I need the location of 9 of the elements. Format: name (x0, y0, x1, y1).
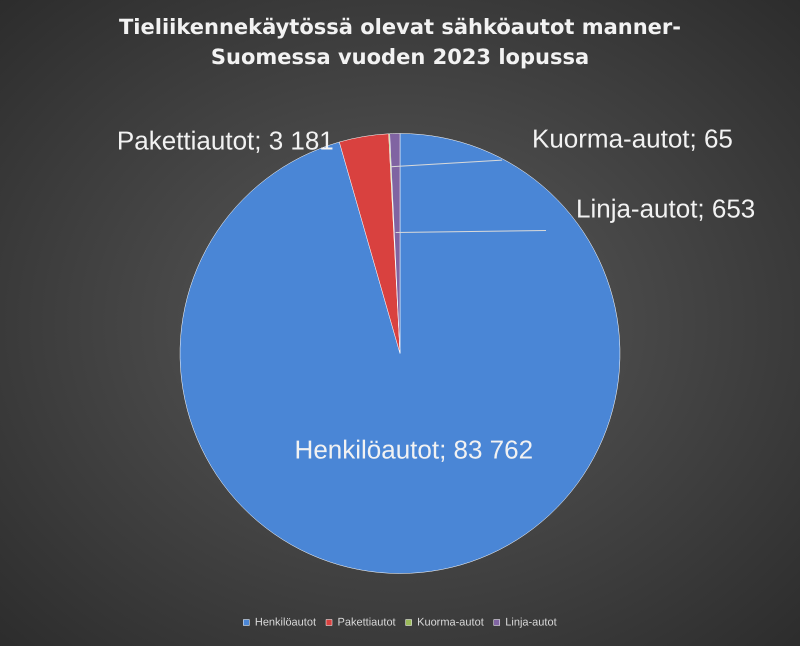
data-label: Kuorma-autot; 65 (532, 123, 733, 154)
data-label: Henkilöautot; 83 762 (294, 434, 534, 465)
legend-label: Linja-autot (505, 616, 557, 629)
legend-label: Kuorma-autot (417, 616, 484, 629)
data-label: Pakettiautot; 3 181 (116, 126, 334, 156)
data-label: Linja-autot; 653 (576, 194, 756, 224)
legend-label: Henkilöautot (254, 616, 316, 629)
chart-title: Tieliikennekäytössä olevat sähköautot manner-Suomessa vuoden 2023 lopussa (118, 14, 682, 71)
legend-label: Pakettiautot (338, 616, 396, 629)
